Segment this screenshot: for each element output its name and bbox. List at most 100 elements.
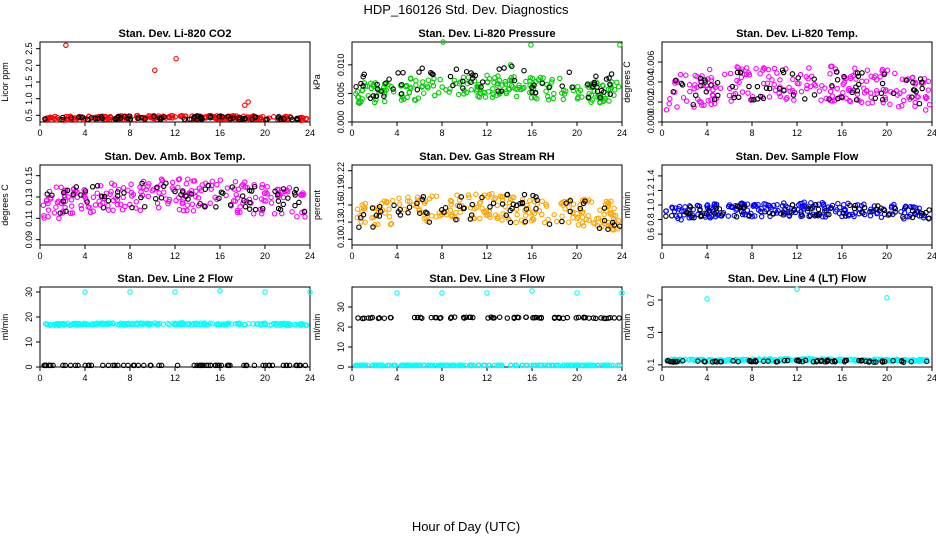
x-tick-label: 12 xyxy=(482,128,492,138)
x-tick-label: 0 xyxy=(659,128,664,138)
data-point xyxy=(664,358,671,364)
data-point xyxy=(190,208,197,214)
data-point xyxy=(377,208,384,215)
x-tick-label: 8 xyxy=(127,251,132,261)
data-point xyxy=(760,358,767,364)
data-point xyxy=(885,212,892,218)
data-point xyxy=(791,97,797,103)
data-point xyxy=(710,87,716,93)
y-tick-label: 1.0 xyxy=(646,199,656,212)
panel-2: Stan. Dev. Li-820 Pressure kPa 0 4 8 12 16 20 24… xyxy=(312,28,627,138)
data-point xyxy=(172,188,178,195)
data-point xyxy=(141,362,147,369)
data-point xyxy=(715,92,721,99)
data-point xyxy=(712,84,719,91)
y-tick-label: 1.2 xyxy=(646,184,656,197)
data-point xyxy=(878,90,885,97)
data-point xyxy=(287,322,294,328)
data-point xyxy=(890,357,896,364)
x-tick-label: 16 xyxy=(215,251,225,261)
data-point xyxy=(798,88,805,95)
data-point xyxy=(847,98,854,105)
series-black xyxy=(355,314,622,322)
x-tick-label: 20 xyxy=(572,251,582,261)
data-point xyxy=(502,81,509,87)
panel-title: Stan. Dev. Li-820 Pressure xyxy=(418,28,555,40)
y-tick-label: 1.4 xyxy=(646,170,656,183)
data-point xyxy=(379,362,386,369)
data-point xyxy=(900,214,906,220)
data-point xyxy=(551,90,557,97)
x-tick-label: 24 xyxy=(305,128,315,138)
x-tick-label: 20 xyxy=(882,373,892,383)
data-point xyxy=(738,74,745,81)
data-point xyxy=(846,85,852,92)
y-tick-label: 0.09 xyxy=(24,231,34,249)
data-point xyxy=(284,189,291,195)
data-point xyxy=(890,90,897,97)
y-tick-label: 0.15 xyxy=(24,167,34,185)
data-point xyxy=(671,208,678,215)
data-point xyxy=(149,187,156,194)
x-axis-title: Hour of Day (UTC) xyxy=(412,519,520,534)
y-tick-label: 0.10 xyxy=(336,231,346,249)
data-point xyxy=(680,94,687,101)
data-point xyxy=(236,114,243,121)
data-point xyxy=(354,206,361,213)
data-point xyxy=(734,69,741,76)
data-point xyxy=(594,88,601,95)
data-point xyxy=(50,362,56,369)
data-point xyxy=(560,96,567,103)
data-point xyxy=(852,65,858,72)
data-point xyxy=(193,188,199,195)
data-point xyxy=(705,98,711,104)
y-tick-label: 0.13 xyxy=(24,188,34,206)
data-point xyxy=(399,362,406,369)
outlier-point xyxy=(704,296,710,302)
data-point xyxy=(400,69,406,76)
data-point xyxy=(527,75,534,81)
data-point xyxy=(521,191,528,198)
data-point xyxy=(585,94,592,101)
data-point xyxy=(909,207,916,214)
data-point xyxy=(601,362,607,369)
data-point xyxy=(828,205,835,211)
data-point xyxy=(825,204,832,210)
data-point xyxy=(663,107,670,113)
data-point xyxy=(373,93,380,99)
data-point xyxy=(129,204,135,211)
data-point xyxy=(191,362,197,369)
data-point xyxy=(381,93,387,100)
data-point xyxy=(246,196,253,203)
panel-title: Stan. Dev. Line 4 (LT) Flow xyxy=(728,273,867,285)
data-point xyxy=(413,78,419,84)
data-point xyxy=(67,322,73,329)
data-point xyxy=(609,219,616,226)
data-point xyxy=(386,76,392,82)
data-point xyxy=(823,95,830,102)
data-point xyxy=(284,320,291,327)
y-tick-label: 1.5 xyxy=(24,76,34,89)
data-point xyxy=(60,189,67,196)
x-tick-label: 0 xyxy=(349,373,354,383)
outlier-point xyxy=(152,67,158,74)
data-point xyxy=(906,213,913,220)
data-point xyxy=(74,115,81,121)
series-black xyxy=(663,202,932,222)
data-point xyxy=(403,82,410,89)
x-tick-label: 12 xyxy=(170,373,180,383)
data-point xyxy=(105,207,112,213)
x-tick-label: 20 xyxy=(572,373,582,383)
data-point xyxy=(727,356,733,363)
data-point xyxy=(362,362,369,369)
data-point xyxy=(546,221,553,227)
data-point xyxy=(53,184,60,190)
panel-title: Stan. Dev. Li-820 CO2 xyxy=(119,28,232,40)
data-point xyxy=(63,208,69,214)
data-point xyxy=(460,85,466,91)
data-point xyxy=(859,357,865,364)
data-point xyxy=(522,218,529,225)
data-point xyxy=(461,91,467,97)
data-point xyxy=(376,203,383,210)
series-cyan xyxy=(42,288,313,329)
